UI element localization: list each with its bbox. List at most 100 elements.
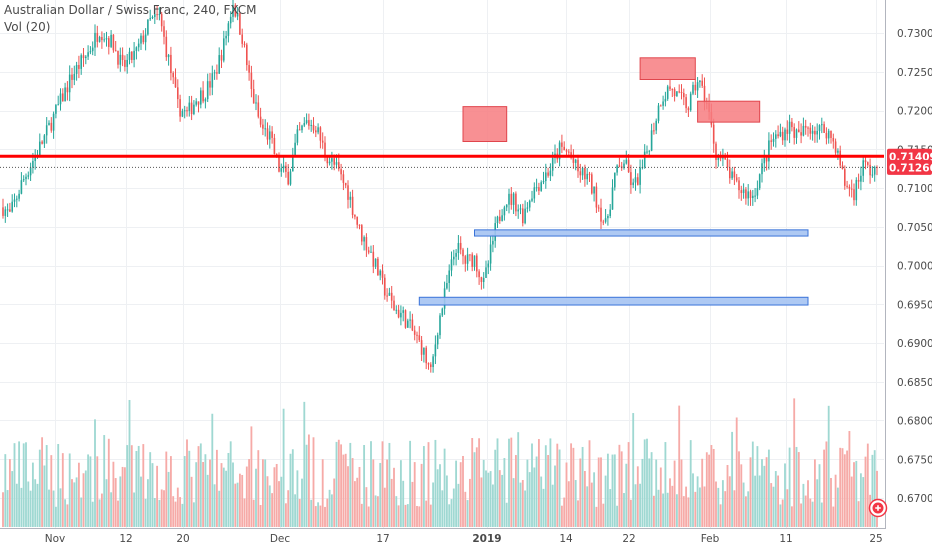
time-tick-label: 11 [779, 533, 792, 545]
demand-zone[interactable] [418, 296, 809, 306]
volume-bar [367, 506, 370, 527]
volume-bar [708, 454, 711, 527]
volume-bar [813, 459, 816, 527]
volume-bar [36, 483, 39, 527]
volume-bar [489, 471, 492, 527]
volume-bar [229, 441, 232, 527]
candle-body [544, 172, 547, 182]
volume-bar [261, 459, 264, 527]
candle-body [604, 218, 607, 222]
volume-bar [473, 452, 476, 527]
supply-zone[interactable] [462, 106, 508, 142]
volume-bar [142, 444, 145, 527]
candle-body [862, 160, 865, 176]
volume-bar [871, 454, 874, 527]
volume-bar [779, 504, 782, 527]
candle-body [427, 363, 430, 365]
candle-body [310, 124, 313, 126]
candle-body [6, 209, 9, 211]
candle-body [441, 308, 444, 316]
volume-bar [572, 447, 575, 527]
volume-bar [583, 470, 586, 527]
horizontal-line-layer[interactable] [0, 154, 884, 168]
volume-bar [307, 434, 310, 527]
volume-bar [25, 442, 27, 527]
candle-body [183, 110, 186, 112]
volume-bar [850, 476, 853, 527]
volume-bar [75, 477, 78, 527]
volume-bar [402, 480, 405, 527]
candle-body [48, 122, 50, 126]
volume-bar [866, 443, 869, 527]
volume-bar [48, 489, 50, 527]
candle-body [124, 59, 126, 67]
volume-bar [363, 444, 366, 527]
symbol-title[interactable]: Australian Dollar / Swiss Franc, 240, FX… [4, 3, 257, 17]
candle-body [22, 179, 25, 181]
volume-bar [140, 476, 142, 527]
candle-body [291, 154, 294, 172]
candle-body [342, 174, 345, 183]
volume-bar [712, 448, 715, 527]
candle-body [206, 81, 209, 100]
volume-bar [685, 486, 688, 527]
candle-body [526, 207, 529, 209]
volume-bar [643, 439, 646, 527]
demand-zone[interactable] [474, 229, 809, 237]
volume-bar [416, 506, 418, 527]
candle-body [508, 193, 510, 205]
supply-zone[interactable] [639, 57, 696, 80]
candle-body [800, 132, 802, 136]
volume-bar [531, 443, 533, 527]
candle-body [213, 72, 216, 74]
candle-body [843, 169, 846, 186]
candle-body [294, 142, 296, 155]
volume-bar [820, 502, 823, 527]
volume-bar [328, 489, 331, 527]
candle-body [563, 146, 566, 151]
volume-bar [629, 499, 632, 527]
candle-body [632, 182, 635, 186]
volume-bar [112, 461, 115, 527]
volume-bar [165, 451, 168, 527]
volume-bar [758, 475, 761, 527]
volume-bar [641, 458, 644, 527]
volume-bar [581, 446, 584, 527]
volume-bar [441, 490, 444, 527]
candle-body [41, 141, 43, 144]
candle-body [814, 130, 816, 135]
volume-bar [719, 504, 722, 527]
volume-bar [156, 465, 159, 527]
volume-indicator-label[interactable]: Vol (20) [4, 20, 51, 34]
candle-body [82, 55, 85, 59]
add-alert-button[interactable] [868, 498, 888, 518]
candle-body [873, 167, 876, 175]
price-axis[interactable]: 0.730000.725000.720000.715000.710000.705… [897, 28, 932, 505]
supply-zone[interactable] [697, 100, 761, 123]
candle-body [119, 54, 122, 65]
volume-bar [618, 444, 621, 527]
candle-body [248, 65, 250, 73]
volume-bar [100, 493, 103, 527]
volume-bar [724, 491, 727, 527]
volume-bar [443, 448, 446, 527]
candle-body [66, 87, 69, 93]
candle-body [602, 221, 605, 223]
volume-bar [505, 502, 508, 527]
candle-body [618, 165, 621, 167]
candle-body [630, 172, 632, 186]
volume-bar [825, 441, 828, 527]
volume-bar [793, 398, 796, 527]
volume-bar [687, 497, 690, 527]
drawn-zones[interactable] [418, 57, 809, 306]
volume-bar [225, 470, 228, 527]
volume-bar [71, 479, 73, 527]
volume-bar [409, 440, 412, 527]
volume-bar [199, 443, 202, 527]
time-axis[interactable]: Nov 12 20 Dec 17 2019 14 22 Feb 11 25 [45, 533, 883, 545]
candle-body [703, 85, 706, 103]
candle-body [475, 255, 478, 272]
candle-body [252, 89, 255, 104]
